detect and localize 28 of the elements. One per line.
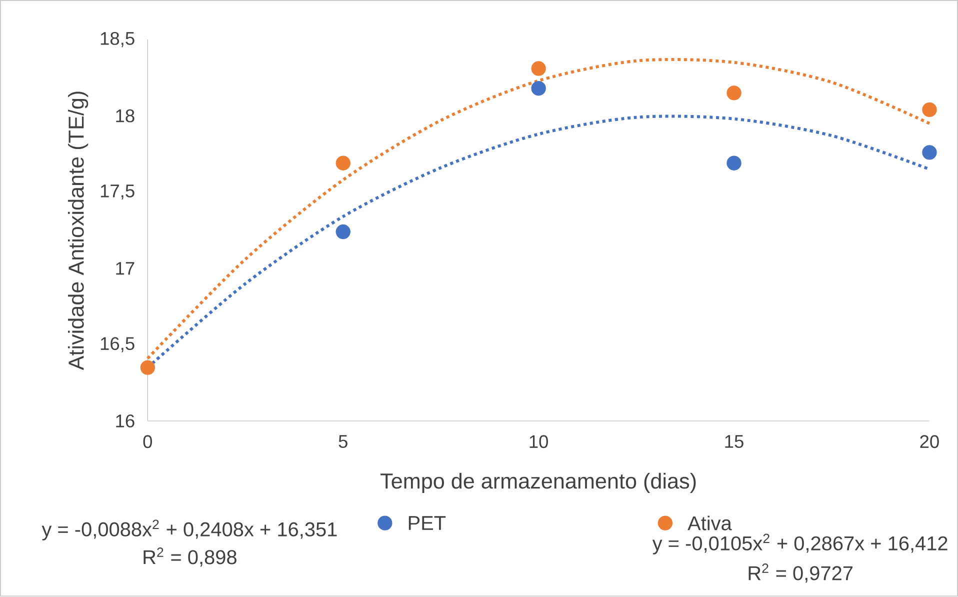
x-axis-title: Tempo de armazenamento (dias) [380,473,696,494]
point [726,156,742,171]
text: R$^{2}$ = 0,9727 [748,564,852,583]
x-tick-label: 20 [920,435,939,448]
point [922,145,937,160]
x-tick-label: 5 [338,435,348,448]
point [531,61,546,76]
y-axis-title: Atividade Antioxidante (TE/g) [68,92,88,370]
point [922,102,937,118]
point [726,86,742,100]
legend-label: Ativa [688,516,732,531]
y-tick-label: 18,5 [100,32,134,48]
y-tick-label: 18 [116,110,134,122]
text: y = -0,0088x$^{2}$ + 0,2408x + 16,351 [42,520,337,541]
y-tick-label: 16,5 [100,337,134,352]
point [336,224,350,240]
text: R$^{2}$ = 0,898 [144,548,236,567]
x-tick-label: 0 [143,435,152,448]
x-tick-label: 10 [530,435,548,448]
y-tick-label: 17,5 [100,184,134,200]
text: y = -0,0105x$^{2}$ + 0,2867x + 16,412 [652,534,948,555]
legend-label: PET [408,516,446,530]
point [140,360,155,376]
x-tick-label: 15 [725,435,744,448]
y-tick-label: 17 [116,262,134,275]
point [336,156,350,171]
point [531,81,546,96]
y-tick-label: 16 [116,414,134,428]
